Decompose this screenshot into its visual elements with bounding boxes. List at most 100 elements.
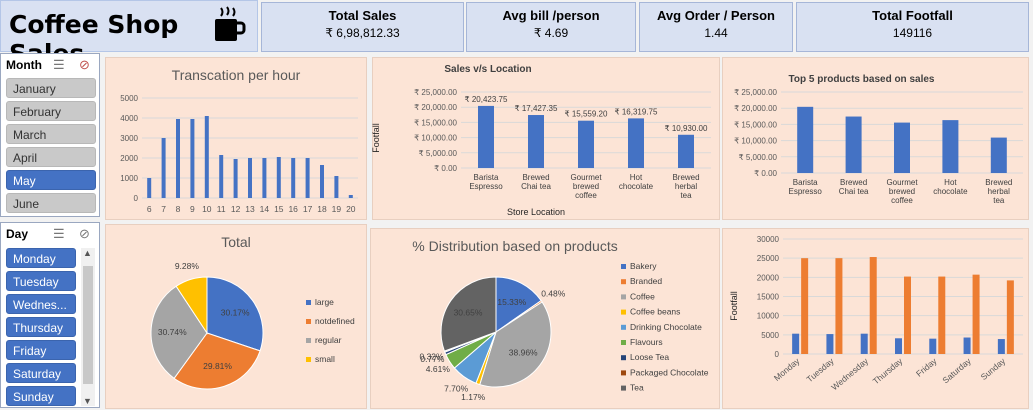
x-tick-label: Hot	[944, 178, 957, 187]
bar	[291, 158, 296, 198]
y-tick-label: ₹ 15,000.00	[414, 118, 457, 127]
kpi-label: Total Footfall	[872, 8, 953, 23]
y-tick-label: 4000	[120, 114, 138, 123]
scroll-up-icon[interactable]: ▲	[83, 248, 92, 258]
data-label: 38.96%	[509, 348, 538, 358]
slicer-item-tuesday[interactable]: Tuesday	[6, 271, 76, 291]
pie-slice	[150, 285, 208, 380]
slicer-item-june[interactable]: June	[6, 193, 96, 213]
x-tick-label: Barista	[474, 173, 499, 182]
slicer-item-april[interactable]: April	[6, 147, 96, 167]
data-label: ₹ 16,319.75	[615, 107, 658, 116]
clear-filter-icon[interactable]: ⊘	[79, 226, 90, 241]
chart-title: % Distribution based on products	[412, 238, 618, 254]
slicer-item-march[interactable]: March	[6, 124, 96, 144]
y-tick-label: ₹ 0.00	[434, 164, 457, 173]
y-tick-label: 15000	[757, 293, 780, 302]
slicer-item-sunday[interactable]: Sunday	[6, 386, 76, 406]
x-tick-label: herbal	[675, 182, 697, 191]
kpi-total-footfall: Total Footfall 149116	[796, 2, 1029, 52]
x-tick-label: Chai tea	[521, 182, 551, 191]
kpi-label: Avg Order / Person	[657, 8, 775, 23]
y-tick-label: 25000	[757, 254, 780, 263]
x-tick-label: Wednesday	[829, 355, 870, 392]
bar	[942, 120, 959, 173]
legend-swatch	[306, 357, 311, 362]
bar	[147, 178, 152, 198]
x-tick-label: Monday	[772, 355, 802, 383]
slicer-item-thursday[interactable]: Thursday	[6, 317, 76, 337]
y-tick-label: 10000	[757, 312, 780, 321]
slicer-item-wednesday[interactable]: Wednes...	[6, 294, 76, 314]
x-tick-label: 9	[190, 204, 195, 214]
slicer-item-january[interactable]: January	[6, 78, 96, 98]
chart-title: Top 5 products based on sales	[788, 74, 935, 85]
bar	[990, 137, 1007, 173]
multi-select-icon[interactable]: ☰	[53, 57, 65, 72]
bar	[963, 337, 971, 354]
data-label: 9.28%	[175, 261, 200, 271]
y-tick-label: ₹ 25,000.00	[734, 88, 777, 97]
scroll-down-icon[interactable]: ▼	[83, 396, 92, 406]
data-label: 30.65%	[454, 308, 483, 318]
pie-slice	[175, 276, 208, 335]
size-distribution-pie: 30.17% 29.81% 30.74% 9.28% large notdefined re…	[150, 261, 355, 390]
slicer-item-monday[interactable]: Monday	[6, 248, 76, 268]
data-label: 15.33%	[497, 297, 526, 307]
data-label: 4.61%	[426, 364, 451, 374]
x-tick-label: 11	[217, 204, 226, 214]
x-tick-label: Sunday	[979, 355, 1008, 382]
legend-swatch	[621, 324, 626, 330]
bar	[929, 338, 937, 354]
x-tick-label: chocolate	[619, 182, 654, 191]
slicer-scrollbar[interactable]: ▲ ▼	[81, 248, 95, 406]
x-tick-label: 13	[245, 204, 255, 214]
bar	[348, 195, 353, 198]
y-tick-label: ₹ 20,000.00	[734, 104, 777, 113]
legend-label: Coffee	[630, 291, 655, 301]
x-tick-label: Hot	[630, 173, 643, 182]
bar	[190, 119, 195, 198]
slicer-item-may[interactable]: May	[6, 170, 96, 190]
bar	[528, 115, 544, 168]
x-tick-label: 15	[274, 204, 284, 214]
legend-label: regular	[315, 335, 342, 345]
chart-title: Sales v/s Location	[444, 64, 532, 75]
bar	[305, 158, 310, 198]
slicer-item-saturday[interactable]: Saturday	[6, 363, 76, 383]
y-tick-label: 1000	[120, 174, 138, 183]
y-tick-label: ₹ 10,000.00	[414, 134, 457, 143]
legend-swatch	[621, 279, 626, 285]
clear-filter-icon[interactable]: ⊘	[79, 57, 90, 72]
x-tick-label: 14	[260, 204, 270, 214]
x-tick-label: 19	[332, 204, 342, 214]
data-label: 7.70%	[444, 383, 469, 393]
bar	[262, 158, 267, 198]
data-label: 1.17%	[461, 392, 486, 402]
kpi-value: ₹ 6,98,812.33	[325, 26, 400, 40]
x-tick-label: Friday	[914, 355, 939, 378]
kpi-label: Avg bill /person	[502, 8, 600, 23]
slicer-header: Month	[6, 58, 42, 72]
daily-footfall-chart: 0 5000 10000 15000 20000 25000 30000 Monday Tues…	[757, 235, 1023, 392]
data-label: 0.77%	[420, 354, 445, 364]
size-distribution-panel: Total 30.17% 29.81% 30.74% 9.28% large notdef…	[105, 224, 367, 409]
bar	[219, 155, 224, 198]
bar	[797, 106, 814, 173]
slicer-item-february[interactable]: February	[6, 101, 96, 121]
data-label: ₹ 15,559.20	[565, 110, 608, 119]
legend-label: Branded	[630, 276, 662, 286]
multi-select-icon[interactable]: ☰	[53, 226, 65, 241]
x-tick-label: Espresso	[789, 187, 823, 196]
legend-swatch	[621, 264, 626, 269]
product-distribution-pie: 15.33% 0.48% 38.96% 1.17%7.70% 4.61%0.77%0.3…	[419, 261, 708, 402]
scrollbar-thumb[interactable]	[83, 266, 93, 384]
legend-label: Drinking Chocolate	[630, 322, 702, 332]
slicer-item-friday[interactable]: Friday	[6, 340, 76, 360]
y-tick-label: ₹ 5,000.00	[419, 149, 458, 158]
bar	[248, 158, 252, 198]
x-tick-label: 18	[317, 204, 327, 214]
y-axis-label: Footfall	[728, 291, 739, 321]
bar	[334, 176, 339, 198]
y-tick-label: ₹ 25,000.00	[414, 88, 457, 97]
